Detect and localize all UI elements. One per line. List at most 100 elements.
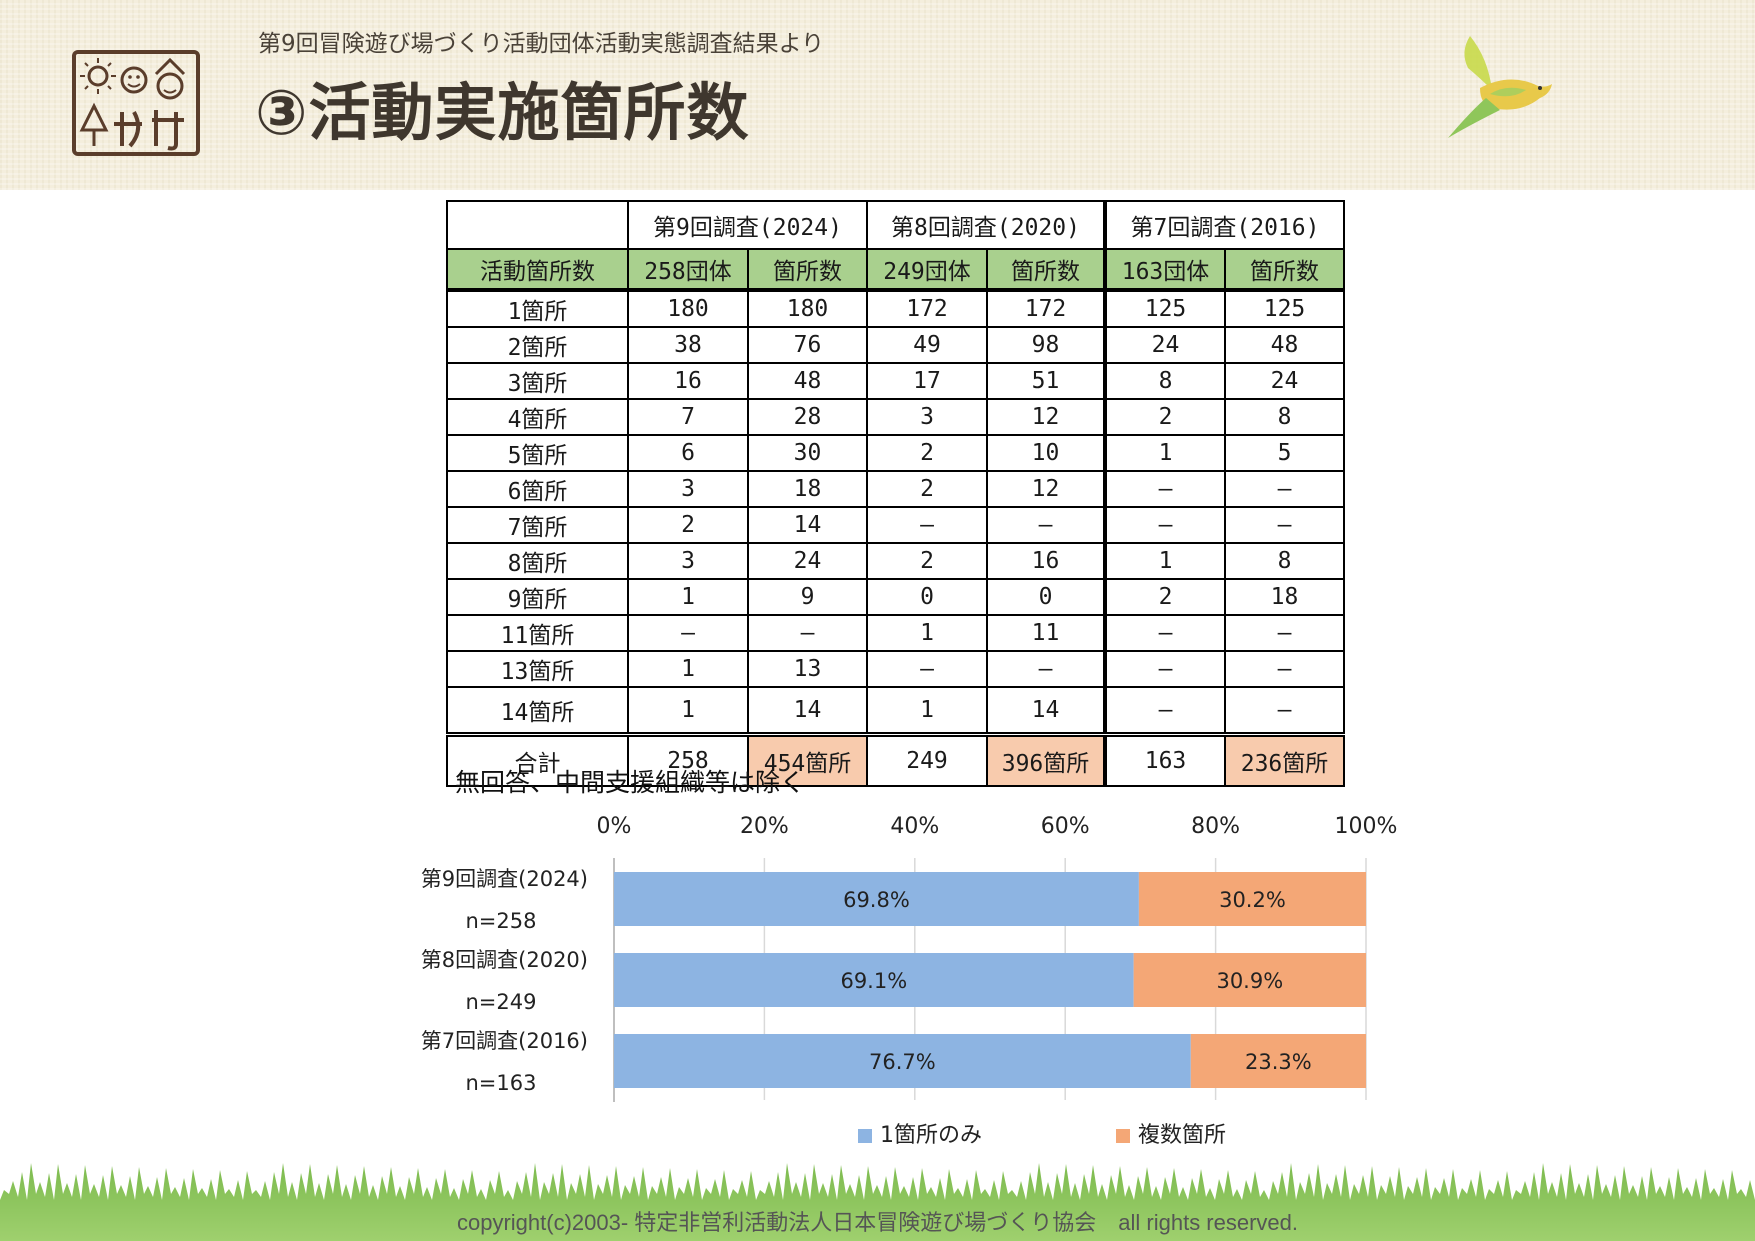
data-label: 30.2% (1219, 888, 1286, 912)
table-cell: 24 (747, 542, 868, 580)
table-cell: 10 (986, 434, 1106, 472)
table-total-row: 合計 258 454箇所 249 396箇所 163 236箇所 (446, 732, 1345, 787)
table-cell: 14 (986, 686, 1106, 736)
category-sublabel: n=258 (466, 909, 537, 933)
table-cell: ― (986, 506, 1106, 544)
table-row: 2箇所 38 76 49 98 24 48 (446, 326, 1345, 364)
total-sites-2016: 236箇所 (1224, 732, 1345, 787)
table-cell: 2 (1103, 398, 1226, 436)
table-cell: 1 (1103, 542, 1226, 580)
table-cell: 38 (627, 326, 749, 364)
row-label-cell: 11箇所 (446, 614, 629, 652)
table-cell: ― (1103, 650, 1226, 688)
category-label: 第7回調査(2016) (421, 1029, 588, 1053)
data-label: 69.1% (840, 969, 907, 993)
table-header-cell: 163団体 (1103, 248, 1226, 292)
legend-swatch (1116, 1129, 1130, 1143)
x-tick-label: 80% (1191, 814, 1240, 839)
table-cell: 180 (627, 289, 749, 328)
table-cell: 1 (866, 686, 988, 736)
bar-segment (1133, 953, 1366, 1007)
table-cell: 12 (986, 398, 1106, 436)
data-label: 23.3% (1245, 1050, 1312, 1074)
table-cell: 8 (1224, 398, 1345, 436)
table-cell: 6 (627, 434, 749, 472)
table-cell: 8 (1224, 542, 1345, 580)
table-header-row: 活動箇所数 258団体 箇所数 249団体 箇所数 163団体 箇所数 (446, 248, 1345, 292)
category-label: 第9回調査(2024) (421, 867, 588, 891)
table-cell: 16 (627, 362, 749, 400)
table-cell: ― (1103, 686, 1226, 736)
table-cell: 2 (866, 434, 988, 472)
x-tick-label: 0% (597, 814, 632, 839)
table-cell: 7 (627, 398, 749, 436)
table-row: 11箇所 ― ― 1 11 ― ― (446, 614, 1345, 652)
survey-header-2024: 第9回調査(2024) (627, 200, 868, 250)
table-cell: 1 (1103, 434, 1226, 472)
row-label-cell: 8箇所 (446, 542, 629, 580)
row-label-cell: 9箇所 (446, 578, 629, 616)
table-cell: ― (1224, 686, 1345, 736)
page-title: ③活動実施箇所数 (255, 76, 750, 149)
table-cell: 14 (747, 686, 868, 736)
page-subtitle: 第9回冒険遊び場づくり活動団体活動実態調査結果より (258, 31, 825, 57)
table-cell: 2 (627, 506, 749, 544)
table-cell: ― (1224, 650, 1345, 688)
table-cell: 24 (1224, 362, 1345, 400)
table-cell: 13 (747, 650, 868, 688)
row-label-cell: 6箇所 (446, 470, 629, 508)
table-cell: 3 (627, 470, 749, 508)
table-cell: 18 (747, 470, 868, 508)
table-cell: 49 (866, 326, 988, 364)
row-label-cell: 13箇所 (446, 650, 629, 688)
category-label: 第8回調査(2020) (421, 948, 588, 972)
row-label-cell: 2箇所 (446, 326, 629, 364)
table-cell: 0 (986, 578, 1106, 616)
table-cell: 163 (1103, 732, 1226, 787)
table-cell: ― (1224, 506, 1345, 544)
table-cell: ― (1224, 470, 1345, 508)
table-cell: 1 (627, 686, 749, 736)
table-cell: ― (986, 650, 1106, 688)
table-cell: ― (627, 614, 749, 652)
table-corner-cell (446, 200, 629, 250)
row-label-cell: 5箇所 (446, 434, 629, 472)
table-cell: 2 (866, 542, 988, 580)
x-tick-label: 40% (890, 814, 939, 839)
grass-decoration (0, 1163, 1755, 1241)
table-cell: 3 (627, 542, 749, 580)
table-cell: 249 (866, 732, 988, 787)
table-row: 4箇所 7 28 3 12 2 8 (446, 398, 1345, 436)
total-sites-2020: 396箇所 (986, 732, 1106, 787)
data-label: 76.7% (869, 1050, 936, 1074)
table-cell: 98 (986, 326, 1106, 364)
table-header-cell: 箇所数 (747, 248, 868, 292)
table-header-cell: 249団体 (866, 248, 988, 292)
table-cell: 2 (1103, 578, 1226, 616)
table-cell: 16 (986, 542, 1106, 580)
table-cell: 76 (747, 326, 868, 364)
legend-label: 1箇所のみ (880, 1123, 982, 1148)
data-label: 69.8% (843, 888, 910, 912)
table-cell: 17 (866, 362, 988, 400)
table-cell: 48 (747, 362, 868, 400)
table-survey-row: 第9回調査(2024) 第8回調査(2020) 第7回調査(2016) (446, 200, 1345, 250)
survey-header-2016: 第7回調査(2016) (1103, 200, 1345, 250)
table-cell: 合計 (446, 732, 629, 787)
row-label-cell: 4箇所 (446, 398, 629, 436)
table-cell: ― (866, 650, 988, 688)
table-row: 9箇所 1 9 0 0 2 18 (446, 578, 1345, 616)
bar-segment (1190, 1034, 1366, 1088)
table-cell: ― (1103, 614, 1226, 652)
table-cell: 5 (1224, 434, 1345, 472)
data-label: 30.9% (1216, 969, 1283, 993)
table-row: 8箇所 3 24 2 16 1 8 (446, 542, 1345, 580)
row-label-cell: 1箇所 (446, 289, 629, 328)
table-row: 14箇所 1 14 1 14 ― ― (446, 686, 1345, 736)
bar-segment (614, 953, 1134, 1007)
table-header-cell: 箇所数 (986, 248, 1106, 292)
table-cell: 1 (627, 650, 749, 688)
table-cell: 125 (1103, 289, 1226, 328)
copyright-footer: copyright(c)2003- 特定非営利活動法人日本冒険遊び場づくり協会 … (456, 1210, 1299, 1235)
category-sublabel: n=249 (466, 990, 537, 1014)
